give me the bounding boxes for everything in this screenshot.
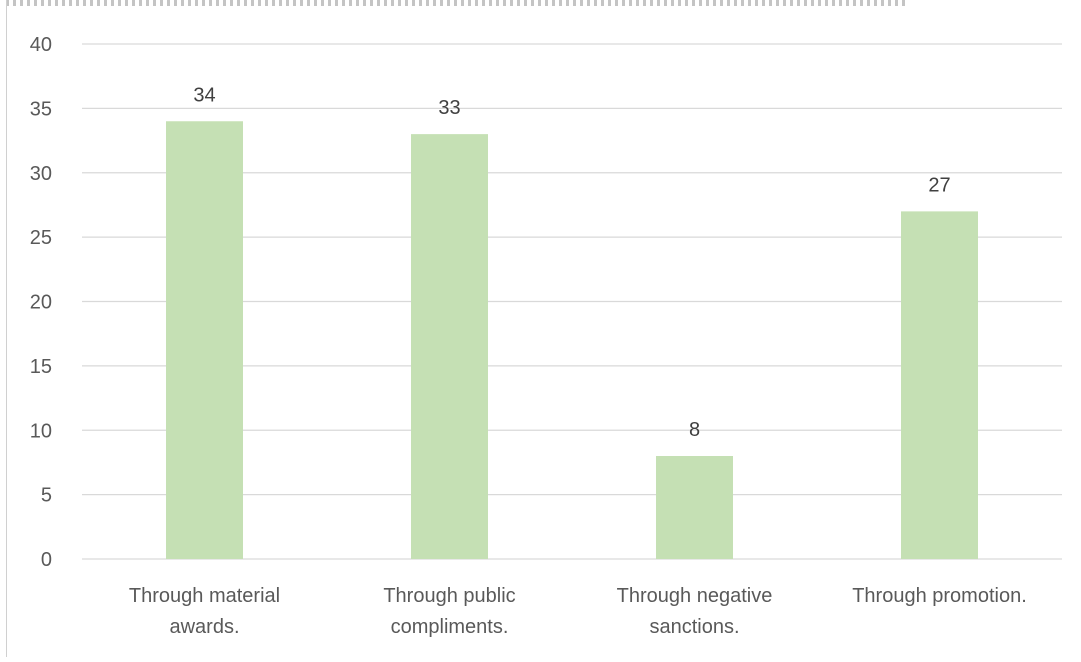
- x-category-label: Through public: [383, 585, 515, 607]
- data-label: 34: [193, 84, 215, 106]
- y-tick-label: 30: [30, 163, 52, 185]
- x-category-label: compliments.: [391, 616, 509, 638]
- y-tick-label: 10: [30, 420, 52, 442]
- bar: [901, 211, 978, 559]
- y-axis-tick-labels: 0 5 10 15 20 25 30 35 40: [30, 34, 52, 571]
- caption-text-fragment: [6, 0, 906, 6]
- bar: [411, 134, 488, 559]
- x-category-label: Through promotion.: [852, 585, 1027, 607]
- bar: [656, 456, 733, 559]
- bar: [166, 121, 243, 559]
- clipped-figure-caption: [0, 0, 1081, 8]
- y-tick-label: 35: [30, 98, 52, 120]
- y-tick-label: 5: [41, 485, 52, 507]
- y-tick-label: 20: [30, 292, 52, 314]
- data-label: 27: [928, 174, 950, 196]
- x-axis-category-labels: Through material awards. Through public com…: [129, 585, 1027, 638]
- gridlines: [82, 43, 1062, 560]
- y-tick-label: 25: [30, 227, 52, 249]
- x-category-label: awards.: [169, 616, 239, 638]
- data-label: 33: [438, 97, 460, 119]
- data-labels: 34 33 8 27: [193, 84, 950, 441]
- x-category-label: sanctions.: [649, 616, 739, 638]
- bars: [166, 121, 978, 559]
- data-label: 8: [689, 419, 700, 441]
- y-tick-label: 40: [30, 34, 52, 56]
- y-tick-label: 0: [41, 549, 52, 571]
- x-category-label: Through material: [129, 585, 280, 607]
- y-tick-label: 15: [30, 356, 52, 378]
- left-frame-border: [6, 0, 7, 657]
- x-category-label: Through negative: [617, 585, 773, 607]
